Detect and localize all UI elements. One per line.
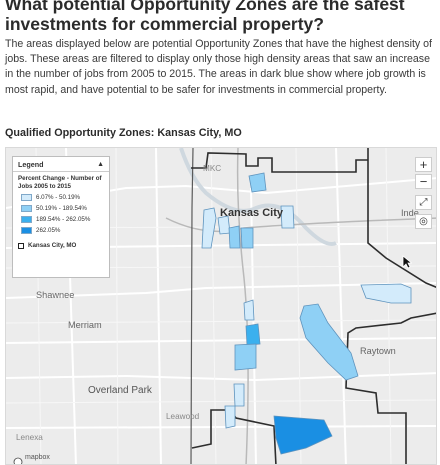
zoom-out-button[interactable]: − xyxy=(415,174,432,189)
opportunity-zones xyxy=(201,172,412,455)
road xyxy=(6,372,436,382)
map-label-mkc: MKC xyxy=(203,164,222,173)
highway xyxy=(236,148,249,464)
legend-subtitle: Percent Change - Number of Jobs 2005 to … xyxy=(18,175,102,190)
locate-icon[interactable]: ◎ xyxy=(415,214,432,229)
road xyxy=(6,319,436,324)
page-title: What potential Opportunity Zones are the… xyxy=(5,0,405,34)
road xyxy=(6,399,436,404)
zone xyxy=(234,343,257,371)
road xyxy=(155,148,162,464)
zone xyxy=(243,299,255,321)
page-description: The areas displayed below are potential … xyxy=(5,38,432,96)
road xyxy=(6,337,436,344)
road xyxy=(295,148,302,464)
map-legend: Legend ▲ Percent Change - Number of Jobs… xyxy=(12,156,110,278)
map-title: Qualified Opportunity Zones: Kansas City… xyxy=(5,127,242,139)
map-attribution[interactable]: mapbox xyxy=(25,454,50,461)
triangle-up-icon[interactable]: ▲ xyxy=(97,161,104,168)
zone xyxy=(224,405,236,429)
legend-item: 50.19% - 189.54% xyxy=(13,203,109,214)
zone xyxy=(273,415,333,455)
legend-item-label: 50.19% - 189.54% xyxy=(36,205,87,212)
road xyxy=(335,148,347,464)
zone xyxy=(228,225,241,249)
zone xyxy=(240,227,254,249)
legend-heading: Legend xyxy=(18,160,44,169)
zone xyxy=(245,323,261,346)
road xyxy=(115,148,119,464)
boundary-swatch xyxy=(18,242,24,249)
zoom-in-button[interactable]: + xyxy=(415,157,432,172)
legend-swatch xyxy=(21,194,32,201)
zone xyxy=(299,303,359,381)
road xyxy=(385,148,392,464)
map-label-independence: Inde xyxy=(401,208,419,218)
highway xyxy=(165,217,436,233)
map-label-merriam: Merriam xyxy=(68,320,102,330)
zone xyxy=(248,172,267,193)
legend-swatch xyxy=(21,227,32,234)
legend-item-label: 189.54% - 262.05% xyxy=(36,216,91,223)
zone xyxy=(360,283,412,304)
zone xyxy=(233,383,245,407)
legend-swatch xyxy=(21,205,32,212)
map-label-shawnee: Shawnee xyxy=(36,290,75,300)
map-label-raytown: Raytown xyxy=(360,346,396,356)
zone xyxy=(280,205,295,229)
legend-item-label: 262.05% xyxy=(36,227,61,234)
mapbox-logo-icon xyxy=(13,457,23,464)
road xyxy=(6,425,436,429)
legend-boundary-label: Kansas City, MO xyxy=(28,242,77,249)
legend-boundary-item: Kansas City, MO xyxy=(13,236,109,255)
river xyxy=(179,148,337,246)
map-label-leawood: Leawood xyxy=(166,412,200,421)
map-label-lenexa: Lenexa xyxy=(16,433,43,442)
map-label-overland-park: Overland Park xyxy=(88,385,152,396)
road xyxy=(210,148,217,464)
legend-item: 6.07% - 50.19% xyxy=(13,192,109,203)
legend-header[interactable]: Legend ▲ xyxy=(13,157,109,172)
map-container[interactable]: MKC Kansas City Inde Shawnee Merriam Ove… xyxy=(5,147,437,465)
mouse-cursor-icon xyxy=(402,255,412,269)
road xyxy=(6,282,436,299)
map-label-kansas-city: Kansas City xyxy=(220,207,283,219)
zone xyxy=(201,207,217,249)
fullscreen-icon[interactable]: ⤢ xyxy=(415,195,432,210)
legend-item: 189.54% - 262.05% xyxy=(13,214,109,225)
legend-swatch xyxy=(21,216,32,223)
legend-item-label: 6.07% - 50.19% xyxy=(36,194,81,201)
legend-item: 262.05% xyxy=(13,225,109,236)
city-boundary xyxy=(191,148,436,464)
